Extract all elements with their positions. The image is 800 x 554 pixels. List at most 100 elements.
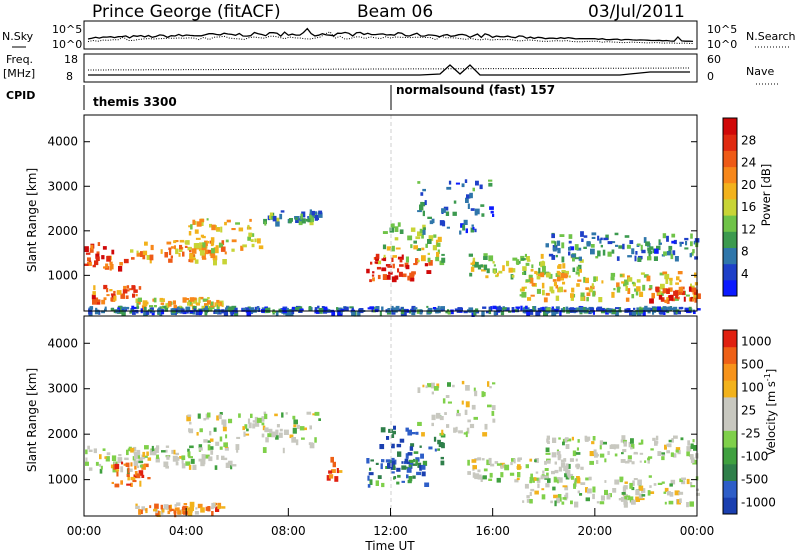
velocity-cell [169,509,172,512]
velocity-cell [380,427,386,433]
power-cell [523,269,527,275]
velocity-cell [463,432,466,435]
velocity-cell [467,471,471,475]
velocity-cell [471,404,476,410]
power-cell [574,257,580,260]
power-cell [439,260,445,266]
power-cell [371,274,375,277]
power-cell [541,282,545,289]
power-cell [428,260,433,266]
power-cell [367,307,371,310]
velocity-cell [133,451,136,454]
velocity-cell [639,452,644,455]
velocity-cell [663,491,667,494]
velocity-cell [552,437,557,443]
power-cell [316,309,320,314]
power-cell [693,295,699,298]
power-cell [187,301,190,306]
power-cell [516,259,520,265]
power-cell [382,231,388,234]
velocity-cell [169,504,172,510]
velocity-cell [186,415,191,422]
power-cell [269,212,273,216]
power-cell [161,305,167,309]
power-cell [135,294,138,297]
power-cell [636,279,641,283]
velocity-cell [532,477,535,483]
power-cell [179,244,183,250]
velocity-cell [494,461,499,464]
velocity-cell [197,413,201,419]
power-cell [129,310,132,314]
velocity-cell [644,460,647,463]
power-cell [437,305,440,312]
power-cell [690,297,693,302]
power-cell [504,307,507,310]
velocity-cell [430,382,435,389]
velocity-cell [686,478,690,485]
velocity-cell [252,423,256,429]
velocity-cell [85,457,88,462]
velocity-cell [181,506,187,511]
power-cell [254,306,257,310]
power-cell [337,310,341,315]
velocity-cell [188,428,191,432]
power-cell [521,291,527,298]
power-cell [146,301,149,305]
power-cell [471,224,474,227]
velocity-cell [216,455,219,460]
power-cell [216,304,220,311]
velocity-cell [630,443,635,449]
power-cell [311,210,315,216]
power-cell [554,241,557,247]
power-cell [469,272,473,277]
power-cell [101,255,105,260]
power-cell [669,277,673,281]
power-cell [247,224,250,230]
power-cell [593,276,598,282]
velocity-cell [413,451,419,454]
velocity-cell [474,390,478,397]
velocity-cell [557,478,560,484]
velocity-cell [262,425,266,431]
velocity-cell [614,453,618,457]
power-cell [424,263,428,267]
velocity-colorbar-tick: -100 [741,450,768,464]
velocity-cell [405,427,409,432]
velocity-ytick-label: 1000 [47,473,78,487]
velocity-cell [561,501,565,505]
power-cell [417,210,422,213]
velocity-cell [152,451,157,456]
velocity-cell [668,500,674,505]
power-cell [101,299,106,305]
velocity-cell [557,477,560,480]
power-cell [554,309,559,312]
station-title: Prince George (fitACF) [92,2,281,22]
power-cell [639,291,644,297]
power-cell [468,253,473,257]
power-cell [318,308,324,313]
velocity-cell [174,457,180,461]
velocity-cell [224,446,229,451]
velocity-cell [406,466,412,473]
velocity-cell [529,458,533,462]
power-cell [688,286,692,292]
velocity-cell [648,456,653,459]
velocity-cell [551,470,555,475]
power-cell [422,188,426,192]
power-cell [298,219,303,226]
power-colorbar-swatch [723,263,737,281]
power-cell [173,240,177,244]
velocity-cell [266,429,271,433]
power-cell [187,247,192,251]
velocity-cell [592,486,596,493]
velocity-cell [190,458,195,464]
velocity-cell [631,486,635,491]
velocity-cell [183,511,188,515]
power-cell [670,253,674,260]
power-cell [536,288,541,294]
power-cell [658,239,661,246]
velocity-cell [407,452,413,456]
velocity-cell [173,510,176,515]
velocity-cell [228,418,233,424]
